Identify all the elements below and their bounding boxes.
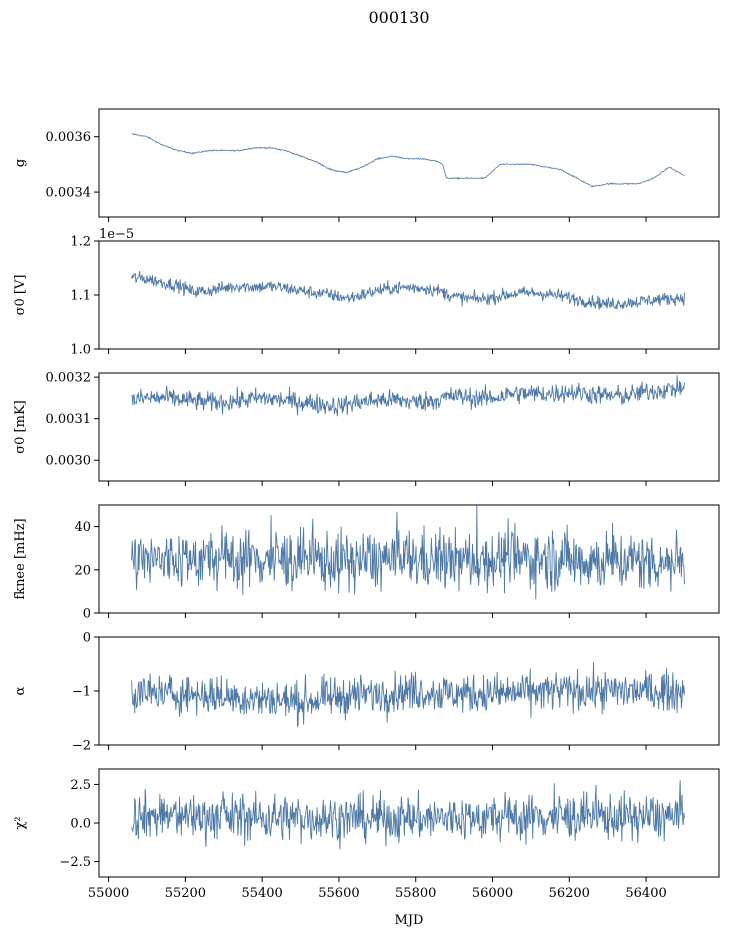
y-tick-label: 40 [74, 520, 91, 535]
y-axis-label: σ0 [V] [13, 275, 28, 316]
panel-3: 0.0030 0.0031 0.0032 σ0 [mK] [13, 371, 720, 486]
x-tick-label: 55400 [241, 886, 282, 901]
y-tick-label: 1.0 [70, 343, 91, 358]
y-tick-label: −2.5 [59, 855, 91, 870]
series-line-4 [131, 505, 685, 600]
figure-title: 000130 [368, 8, 429, 27]
y-tick-label: 2.5 [70, 778, 91, 793]
x-tick-label: 55800 [395, 886, 436, 901]
offset-text: 1e−5 [99, 227, 134, 242]
y-axis-label: χ² [13, 816, 28, 829]
series-line-3 [131, 375, 685, 417]
x-tick-label: 55600 [318, 886, 359, 901]
x-tick-label: 55200 [165, 886, 206, 901]
y-tick-label: 0.0031 [46, 412, 92, 427]
axes-frame [98, 372, 720, 482]
panel-6: −2.5 0.0 2.5 55000 55200 55400 55600 55800 56000… [13, 768, 720, 901]
y-axis-label: σ0 [mK] [13, 400, 28, 453]
y-tick-label: 1.2 [70, 235, 91, 250]
axes-frame [98, 240, 720, 350]
y-tick-label: −2 [72, 739, 91, 754]
series-line-6 [131, 780, 685, 850]
y-tick-label: 20 [74, 563, 91, 578]
y-tick-label: 0 [83, 607, 91, 622]
y-axis-label: fknee [mHz] [13, 518, 28, 599]
panel-5: −2 −1 0 α [13, 631, 720, 754]
x-tick-label: 56200 [549, 886, 590, 901]
y-tick-label: 0.0 [70, 817, 91, 832]
x-axis-label: MJD [395, 913, 424, 928]
y-tick-label: 0.0030 [46, 454, 92, 469]
series-line-2 [131, 271, 685, 310]
y-tick-label: 0.0032 [46, 371, 92, 386]
series-line-1 [131, 133, 685, 188]
panel-1: 0.0034 0.0036 g [13, 108, 720, 222]
y-axis-label: g [13, 159, 28, 167]
y-tick-label: 0.0036 [46, 130, 92, 145]
x-tick-label: 56400 [625, 886, 666, 901]
y-axis-label: α [13, 686, 28, 695]
y-tick-label: −1 [72, 685, 91, 700]
series-line-5 [131, 662, 685, 727]
axes-frame [98, 108, 720, 218]
panel-4: 0 20 40 fknee [mHz] [13, 504, 720, 622]
x-tick-label: 55000 [88, 886, 129, 901]
y-tick-label: 1.1 [70, 289, 91, 304]
y-tick-label: 0.0034 [46, 186, 92, 201]
y-tick-label: 0 [83, 631, 91, 646]
x-tick-label: 56000 [472, 886, 513, 901]
axes-frame [98, 504, 720, 614]
panel-2: 1.0 1.1 1.2 σ0 [V] 1e−5 [13, 227, 720, 358]
